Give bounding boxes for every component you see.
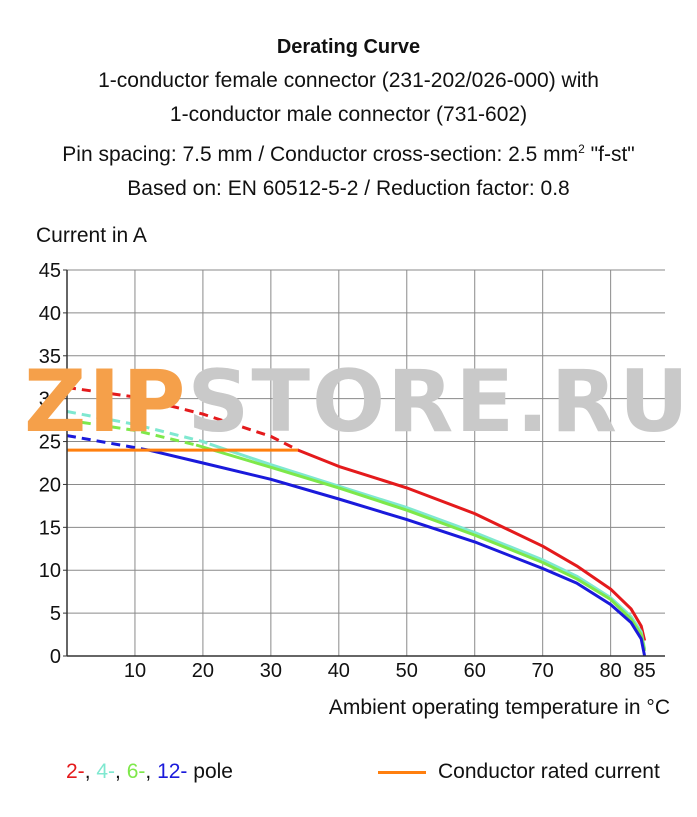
x-tick-label: 40 — [328, 660, 350, 682]
legend-separator: , — [145, 760, 158, 783]
y-tick-label: 30 — [39, 389, 61, 411]
legend-separator: , — [115, 760, 127, 783]
legend-pole-suffix: pole — [193, 760, 233, 783]
x-tick-label: 10 — [124, 660, 146, 682]
series-solid-line — [148, 448, 647, 657]
series-dashed-line — [66, 410, 211, 446]
y-tick-label: 15 — [39, 517, 61, 539]
chart-subtitle-line-1: 1-conductor female connector (231-202/02… — [98, 69, 599, 92]
y-tick-label: 45 — [39, 260, 61, 282]
series-dashed-line — [66, 386, 299, 452]
chart-title: Derating Curve — [276, 36, 421, 58]
y-tick-label: 5 — [50, 603, 61, 625]
series-solid-line — [195, 443, 647, 652]
y-tick-label: 25 — [39, 432, 61, 454]
y-tick-label: 20 — [39, 474, 61, 496]
legend-separator: , — [84, 760, 97, 783]
chart-subtitle-line-2: 1-conductor male connector (731-602) — [169, 103, 528, 126]
y-tick-label: 10 — [39, 560, 61, 582]
chart-tick-labels: 0 5 10 15 20 25 30 35 40 45 10 20 30 40 50 60 70 80 85 — [39, 260, 656, 682]
series-solid-line — [297, 448, 647, 641]
rated-current-swatch — [378, 770, 426, 774]
series-dashed-line — [66, 418, 197, 447]
subtitle-line-3-text: Pin spacing: 7.5 mm / Conductor cross-se… — [62, 143, 579, 166]
x-axis-label: Ambient operating temperature in °C — [329, 696, 670, 719]
rated-current-label: Conductor rated current — [438, 760, 660, 783]
x-tick-label: 20 — [192, 660, 214, 682]
chart-series — [66, 386, 647, 657]
x-tick-label: 50 — [396, 660, 418, 682]
legend-item-12-pole: 12- — [157, 760, 188, 783]
chart-subtitle-line-3: Pin spacing: 7.5 mm / Conductor cross-se… — [0, 132, 697, 172]
plot-area — [67, 270, 665, 656]
title-block: Derating Curve 1-conductor female connec… — [0, 30, 697, 206]
legend-item-4-pole: 4- — [96, 760, 116, 783]
chart-axes — [66, 270, 665, 657]
rated-current-legend: Conductor rated current — [378, 760, 660, 784]
x-tick-label: 30 — [260, 660, 282, 682]
subtitle-line-3-superscript: 2 — [578, 142, 585, 156]
chart-grid — [67, 269, 665, 656]
x-tick-label: 70 — [532, 660, 554, 682]
x-tick-label: 85 — [633, 660, 655, 682]
x-tick-label: 80 — [600, 660, 622, 682]
y-axis-label: Current in A — [36, 224, 147, 247]
y-tick-label: 40 — [39, 303, 61, 325]
subtitle-line-3-suffix: "f-st" — [584, 143, 635, 166]
y-tick-label: 0 — [50, 646, 61, 668]
legend-item-6-pole: 6- — [126, 760, 146, 783]
legend-item-2-pole: 2- — [66, 760, 85, 783]
y-tick-label: 35 — [39, 346, 61, 368]
pole-legend: 2-, 4-, 6-, 12- pole — [66, 760, 233, 784]
x-tick-label: 60 — [464, 660, 486, 682]
chart-subtitle-line-4: Based on: EN 60512-5-2 / Reduction facto… — [127, 177, 570, 200]
